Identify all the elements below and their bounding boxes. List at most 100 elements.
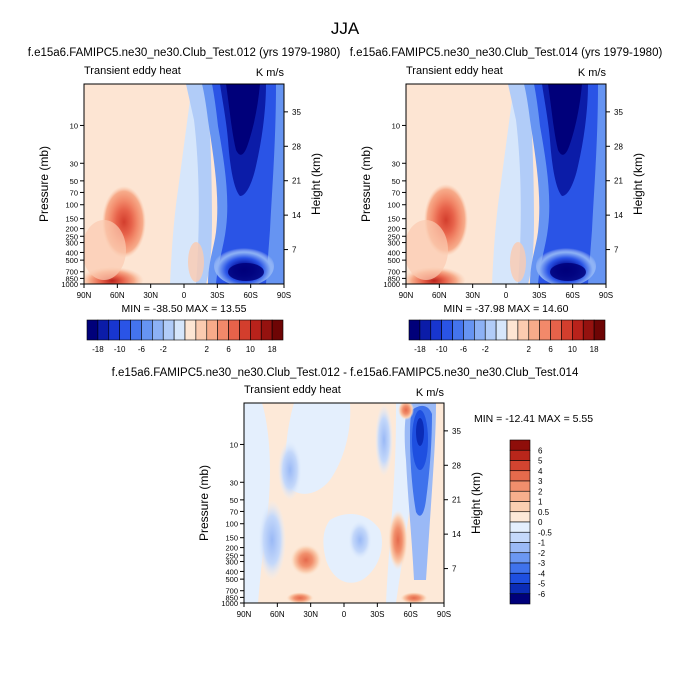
panel-3-blue-region-left <box>244 403 270 603</box>
panel-3-colorbar-swatch <box>509 562 531 574</box>
panel-3-ytick-label: 500 <box>225 575 238 584</box>
panel-2-ytick-label: 30 <box>392 159 400 168</box>
panel-1-right-label: K m/s <box>256 67 285 79</box>
panel-1-height-tick-label: 7 <box>292 246 297 255</box>
panel-2-warm-spread <box>406 220 448 280</box>
panel-3-colorbar-label: 0 <box>538 518 543 527</box>
panel-3-colorbar-swatch <box>509 552 531 564</box>
panel-3-warm-nh <box>290 544 322 576</box>
panel-3: f.e15a6.FAMIPC5.ne30_ne30.Club_Test.012 … <box>112 367 594 619</box>
panel-1-colorbar-label: 6 <box>226 345 231 354</box>
panel-1-colorbar-swatch <box>250 319 262 341</box>
panel-1-min-max: MIN = -38.50 MAX = 13.55 <box>122 303 247 315</box>
panel-2-colorbar-swatch <box>582 319 595 341</box>
panel-3-ytick-label: 400 <box>225 567 238 576</box>
panel-2-xtick-label: 30N <box>465 291 480 300</box>
panel-2-ytick-label: 1000 <box>383 280 400 289</box>
panel-3-blue-core-center <box>416 418 424 446</box>
panel-1-colorbar-label: -2 <box>160 345 168 354</box>
panel-1-colorbar-swatch <box>152 319 164 341</box>
panel-2-left-label: Transient eddy heat <box>406 65 503 77</box>
panel-1-ytick-label: 10 <box>70 121 78 130</box>
panel-2-tropical-band <box>492 84 522 284</box>
panel-2-ytick-label: 50 <box>392 177 400 186</box>
panel-3-colorbar-swatch <box>509 490 531 502</box>
panel-1-colorbar-swatch <box>239 319 251 341</box>
panel-1-ytick-label: 400 <box>65 248 78 257</box>
panel-1-jet-core-top-inner <box>226 84 260 155</box>
panel-1-height-tick-label: 21 <box>292 177 301 186</box>
panel-2-jet-core-low-inner <box>550 263 586 281</box>
panel-3-ytick-label: 30 <box>230 478 238 487</box>
panel-1-xtick-label: 60S <box>244 291 258 300</box>
panel-3-ytick-label: 200 <box>225 544 238 553</box>
panel-2: f.e15a6.FAMIPC5.ne30_ne30.Club_Test.014 … <box>350 47 663 354</box>
panel-3-ylabel-right: Height (km) <box>469 472 483 534</box>
panel-1-xtick-label: 0 <box>182 291 187 300</box>
panel-1-colorbar: -18 -10 -6 -2 2 6 10 18 <box>86 319 284 354</box>
panel-2-colorbar: -18 -10 -6 -2 2 6 10 18 <box>408 319 606 354</box>
panel-3-height-tick-label: 7 <box>452 565 457 574</box>
panel-3-colorbar-swatch <box>509 593 531 605</box>
panel-3-warm-nh-low <box>286 592 314 603</box>
panel-3-colorbar-swatch <box>509 470 531 482</box>
panel-2-ytick-label: 100 <box>387 201 400 210</box>
panel-1-ytick-label: 50 <box>70 177 78 186</box>
panel-2-height-axis: 35 28 21 14 7 <box>606 108 623 255</box>
panel-2-colorbar-swatch <box>463 319 475 341</box>
figure-title: JJA <box>331 19 360 38</box>
panel-2-height-tick-label: 21 <box>614 177 623 186</box>
panel-3-ytick-label: 700 <box>225 587 238 596</box>
panel-1-colorbar-swatch <box>130 319 142 341</box>
panel-2-ytick-label: 70 <box>392 188 400 197</box>
panel-1-x-axis: 90N 60N 30N 0 30S 60S 90S <box>77 284 291 300</box>
panel-2-colorbar-swatch <box>452 319 464 341</box>
panel-2-colorbar-swatch <box>550 319 562 341</box>
panel-1-colorbar-label: -10 <box>114 345 126 354</box>
panel-1-height-tick-label: 35 <box>292 108 301 117</box>
panel-1-ytick-label: 250 <box>65 232 78 241</box>
panel-3-ytick-label: 70 <box>230 507 238 516</box>
panel-1-colorbar-swatch <box>217 319 229 341</box>
panel-2-colorbar-swatch <box>430 319 442 341</box>
panel-1-jet-core-low-inner <box>228 263 264 281</box>
panel-1-colorbar-label: 18 <box>268 345 277 354</box>
panel-1-colorbar-swatch <box>97 319 110 341</box>
panel-1-xtick-label: 90S <box>277 291 291 300</box>
panel-1-colorbar-label: -6 <box>138 345 146 354</box>
panel-1-tropical-band <box>170 84 200 284</box>
panel-3-xtick-label: 90S <box>437 610 451 619</box>
panel-1-colorbar-swatch <box>184 319 197 341</box>
panel-3-colorbar-swatch <box>509 583 531 595</box>
panel-3-warm-top <box>398 403 414 420</box>
panel-1-xtick-label: 90N <box>77 291 92 300</box>
panel-3-colorbar-swatch <box>509 511 531 523</box>
panel-3-height-tick-label: 21 <box>452 496 461 505</box>
panel-3-ytick-label: 1000 <box>221 599 238 608</box>
panel-2-colorbar-label: 6 <box>548 345 553 354</box>
panel-3-blue-nh-mid <box>278 440 302 500</box>
panel-3-ytick-label: 100 <box>225 520 238 529</box>
panel-1-colorbar-swatch <box>260 319 273 341</box>
panel-3-height-tick-label: 35 <box>452 427 461 436</box>
panel-1-warm-spread <box>84 220 126 280</box>
panel-2-colorbar-label: -10 <box>436 345 448 354</box>
panel-1-ytick-label: 150 <box>65 215 78 224</box>
panel-2-ytick-label: 200 <box>387 225 400 234</box>
panel-1-ytick-label: 300 <box>65 239 78 248</box>
panel-2-colorbar-swatch <box>495 319 508 341</box>
panel-3-ytick-label: 10 <box>230 440 238 449</box>
panel-2-min-max: MIN = -37.98 MAX = 14.60 <box>444 303 569 315</box>
panel-3-ytick-label: 150 <box>225 534 238 543</box>
panel-3-blue-tropic <box>348 520 372 560</box>
panel-2-colorbar-swatch <box>484 319 497 341</box>
panel-3-colorbar-label: -3 <box>538 559 546 568</box>
panel-3-ytick-label: 50 <box>230 496 238 505</box>
panel-3-colorbar-swatch <box>509 521 531 533</box>
panel-1-ylabel-right: Height (km) <box>309 153 323 215</box>
panel-2-colorbar-label: -18 <box>414 345 426 354</box>
panel-3-ylabel: Pressure (mb) <box>197 465 211 541</box>
